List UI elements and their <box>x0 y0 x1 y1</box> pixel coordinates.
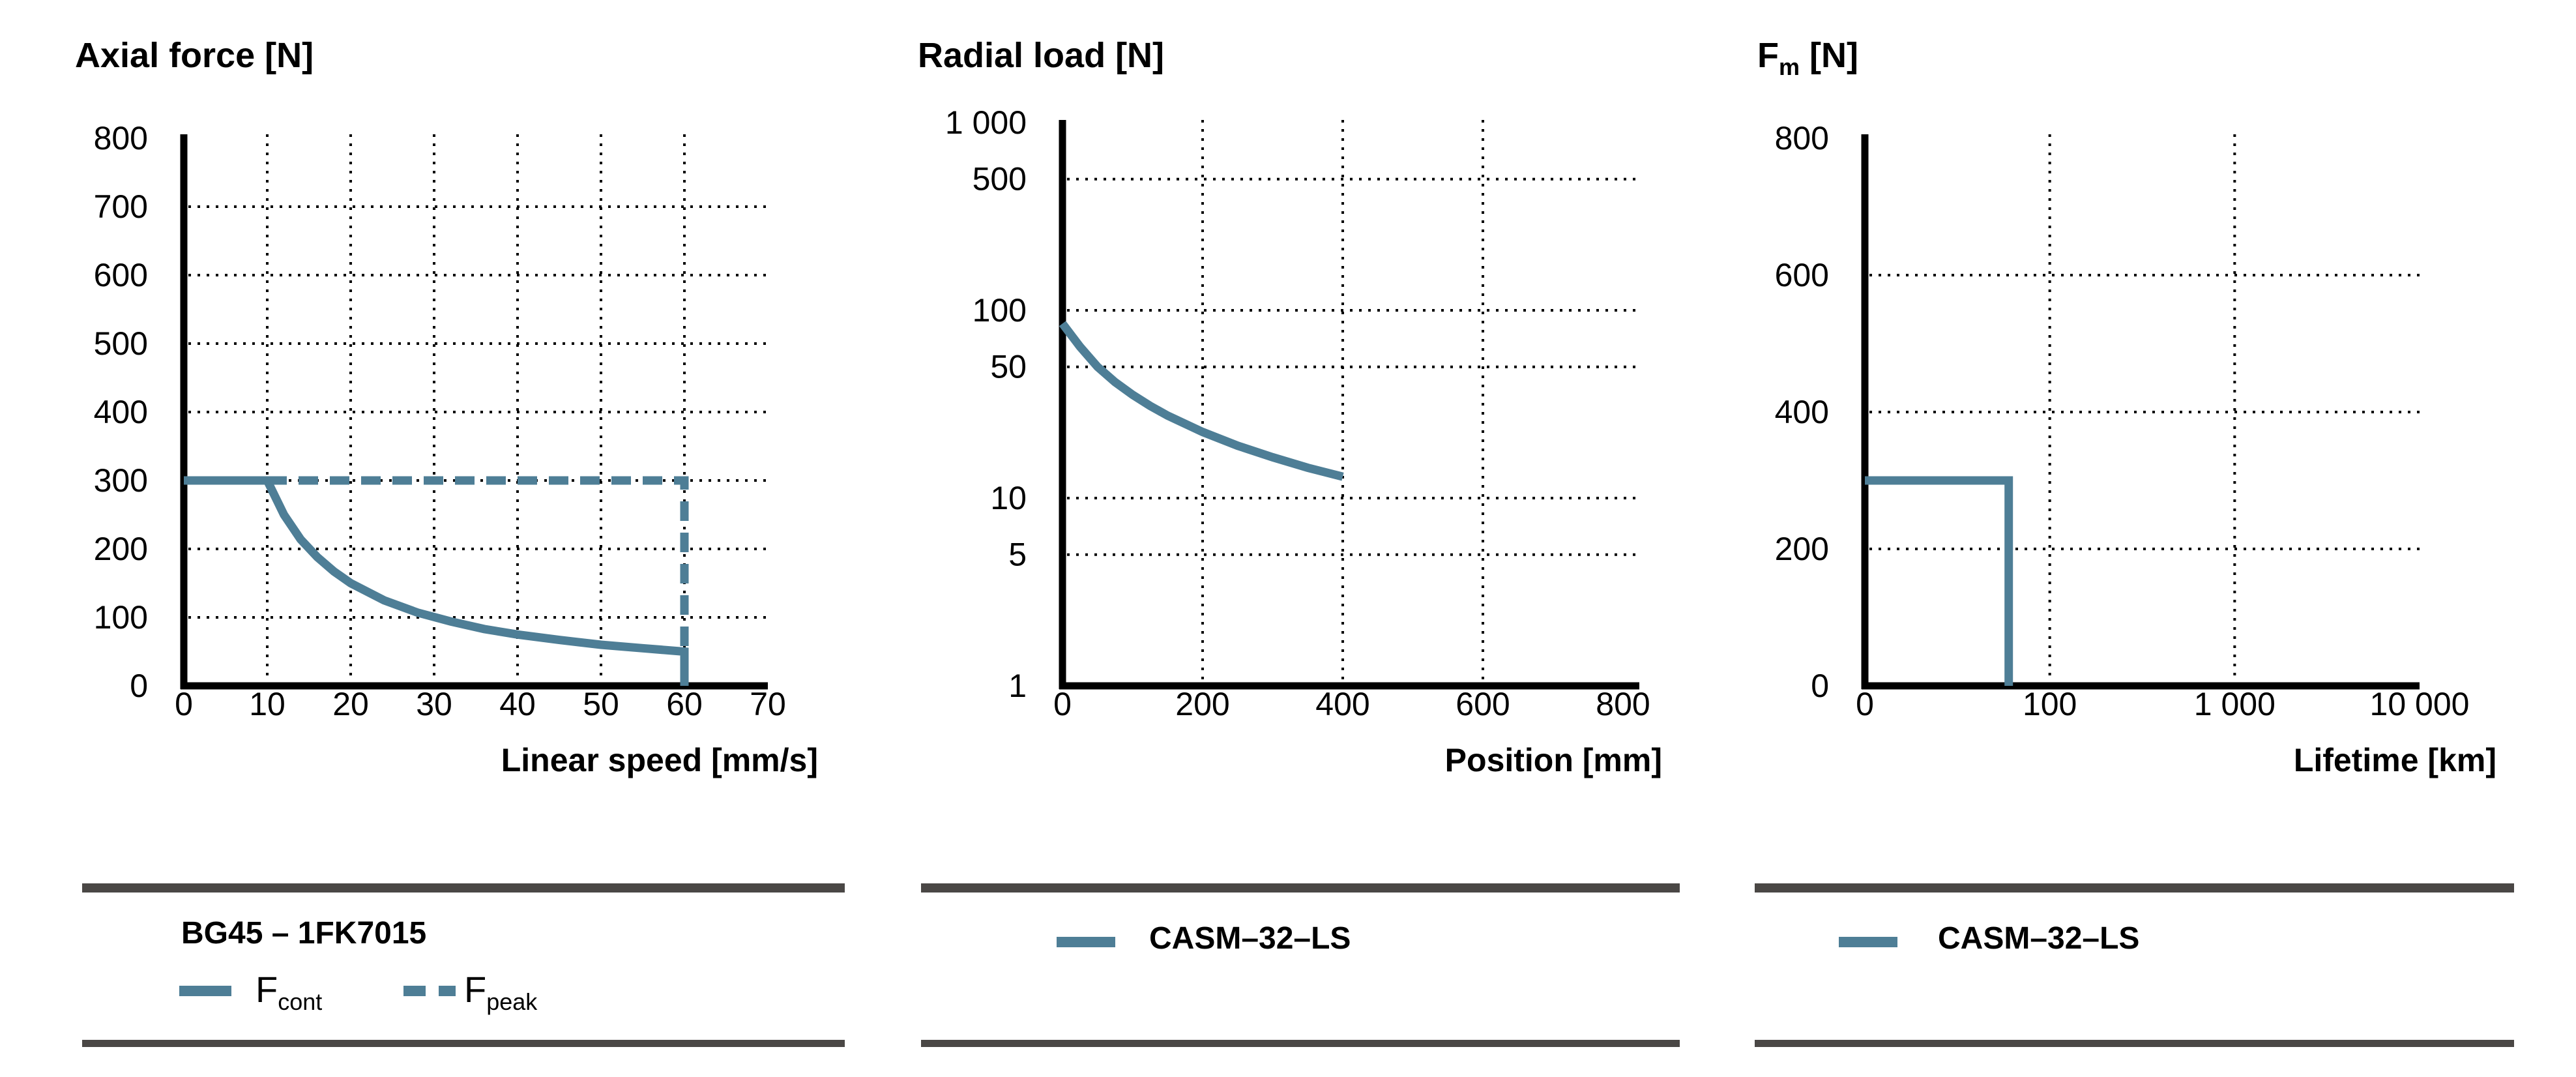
legend3-top-bar <box>1755 883 2514 893</box>
y-tick-label: 10 <box>990 480 1027 516</box>
chart-title-radial-load: Radial load [N] <box>918 36 1165 75</box>
fm-title-rest: [N] <box>1800 36 1858 75</box>
legend3-solid-swatch-icon <box>1839 937 1897 947</box>
x-tick-label: 70 <box>750 686 786 722</box>
y-tick-label: 400 <box>1775 394 1829 430</box>
x-tick-label: 60 <box>666 686 703 722</box>
series-line-CASM-32-LS <box>1059 321 1344 481</box>
legend2-top-bar <box>921 883 1680 893</box>
x-tick-label: 30 <box>416 686 452 722</box>
y-tick-label: 600 <box>94 257 148 293</box>
x-tick-label: 400 <box>1315 686 1369 722</box>
y-tick-label: 50 <box>990 349 1027 385</box>
y-tick-label: 500 <box>94 325 148 362</box>
mean-force-vs-lifetime: 0 100 1 000 10 000 0 200 400 600 800 <box>1775 120 2470 722</box>
axis-title-lifetime: Lifetime [km] <box>2293 742 2496 778</box>
y-tick-label: 200 <box>94 531 148 567</box>
fm-title-sub: m <box>1779 53 1800 80</box>
y-tick-label: 200 <box>1775 531 1829 567</box>
y-tick-label: 0 <box>1811 668 1829 704</box>
y-tick-label: 5 <box>1008 537 1027 573</box>
legend2-solid-swatch-icon <box>1057 937 1115 947</box>
y-tick-label: 300 <box>94 462 148 499</box>
y-tick-label: 100 <box>973 292 1027 329</box>
series-line-F_cont <box>184 476 689 686</box>
x-tick-label: 10 000 <box>2370 686 2470 722</box>
x-tick-label: 100 <box>2023 686 2077 722</box>
x-tick-label: 0 <box>1856 686 1874 722</box>
legend3-bottom-bar <box>1755 1040 2514 1047</box>
legend1-bottom-bar <box>82 1040 845 1047</box>
legend1-title: BG45 – 1FK7015 <box>181 916 427 951</box>
series-line-F_peak <box>267 476 689 686</box>
fpeak-main: F <box>464 969 487 1010</box>
x-tick-label: 1 000 <box>2194 686 2276 722</box>
x-tick-label: 0 <box>1053 686 1072 722</box>
legend2-bottom-bar <box>921 1040 1680 1047</box>
y-tick-label: 400 <box>94 394 148 430</box>
y-tick-label: 1 <box>1008 668 1027 704</box>
y-tick-label: 1 000 <box>945 104 1027 141</box>
legend1-fcont-label: Fcont <box>256 970 322 1022</box>
axis-title-linear-speed: Linear speed [mm/s] <box>501 742 818 778</box>
chart-title-fm: Fm [N] <box>1757 37 1858 86</box>
y-tick-label: 500 <box>973 161 1027 198</box>
fcont-main: F <box>256 969 278 1010</box>
x-tick-label: 20 <box>332 686 369 722</box>
y-tick-label: 0 <box>130 668 148 704</box>
x-tick-label: 800 <box>1596 686 1650 722</box>
y-tick-label: 800 <box>94 120 148 156</box>
fm-title-main: F <box>1757 36 1779 75</box>
x-tick-label: 10 <box>249 686 285 722</box>
y-tick-label: 100 <box>94 599 148 636</box>
series-line-CASM-32-LS <box>1865 476 2013 686</box>
x-tick-label: 600 <box>1456 686 1510 722</box>
y-tick-label: 700 <box>94 188 148 225</box>
x-tick-label: 40 <box>499 686 536 722</box>
legend2-label: CASM–32–LS <box>1149 921 1351 956</box>
chart-title-axial-force: Axial force [N] <box>75 36 314 75</box>
y-tick-label: 600 <box>1775 257 1829 293</box>
legend1-top-bar <box>82 883 845 893</box>
y-tick-label: 800 <box>1775 120 1829 156</box>
fcont-sub: cont <box>278 988 323 1016</box>
legend1-dashed-swatch-icon <box>403 986 456 996</box>
fpeak-sub: peak <box>486 988 538 1016</box>
legend1-fpeak-label: Fpeak <box>464 970 537 1022</box>
legend1-solid-swatch-icon <box>179 986 231 996</box>
radial-load-vs-position: 0 200 400 600 800 1 000 500 100 50 10 5 1 <box>945 104 1650 722</box>
axis-title-position: Position [mm] <box>1444 742 1662 778</box>
x-tick-label: 200 <box>1175 686 1229 722</box>
x-tick-label: 50 <box>583 686 619 722</box>
x-tick-label: 0 <box>175 686 193 722</box>
legend3-label: CASM–32–LS <box>1938 921 2140 956</box>
